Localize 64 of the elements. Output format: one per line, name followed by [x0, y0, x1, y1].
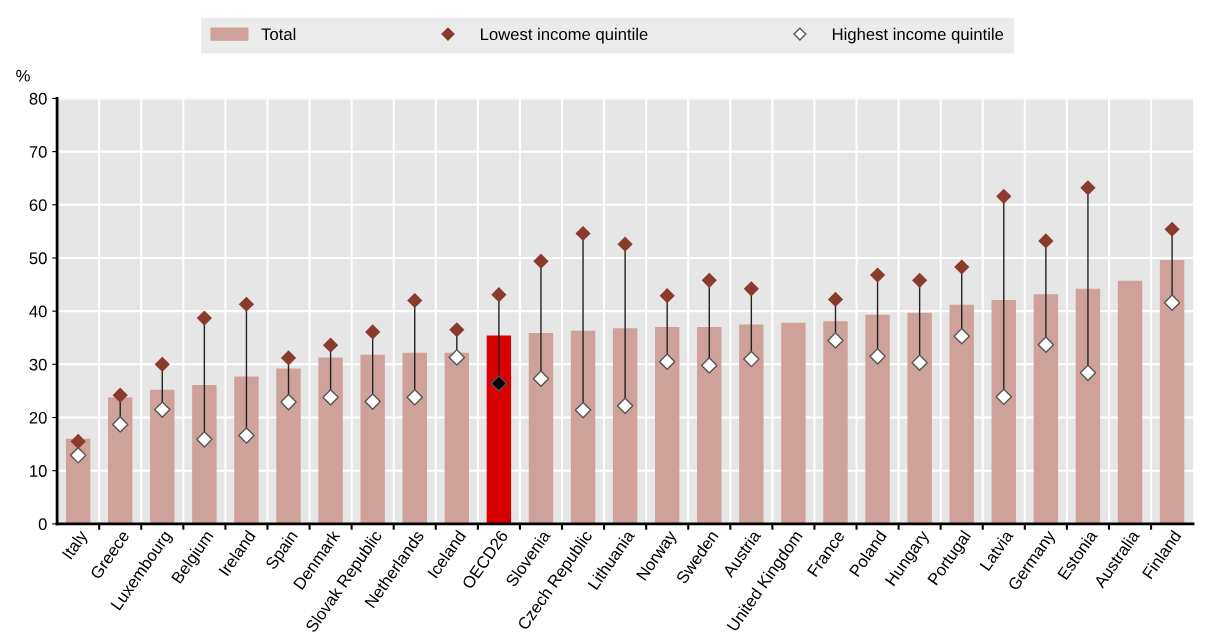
point [954, 259, 970, 275]
bar [318, 357, 343, 524]
y-tick-label: 10 [30, 465, 47, 477]
bar [865, 314, 890, 524]
bar [739, 324, 764, 524]
bar [823, 321, 848, 524]
bar [654, 327, 680, 524]
bar [697, 327, 722, 524]
bar [150, 389, 175, 524]
bar [486, 335, 512, 524]
point [1038, 233, 1054, 249]
bar [276, 368, 301, 524]
bar [907, 312, 932, 524]
point [701, 272, 717, 288]
point [659, 288, 675, 304]
point [617, 236, 633, 252]
point [112, 387, 128, 403]
bar [949, 304, 974, 524]
y-tick-label: 50 [29, 252, 47, 265]
point [1164, 221, 1180, 237]
point [238, 296, 255, 312]
bar [781, 322, 806, 524]
point [869, 267, 886, 283]
point [743, 281, 759, 297]
y-tick-label: 70 [29, 146, 47, 158]
legend-label: Total [261, 27, 296, 41]
legend-label: Lowest income quintile [481, 27, 648, 44]
bar [108, 397, 133, 524]
bar [528, 332, 554, 524]
bar [402, 352, 427, 524]
point [322, 337, 339, 353]
y-tick-label: 80 [29, 92, 47, 105]
point [533, 253, 549, 269]
point [912, 272, 928, 288]
y-tick-label: 60 [29, 199, 47, 211]
bar [1159, 260, 1185, 524]
bar [1117, 280, 1143, 524]
point [196, 310, 212, 326]
bar [1075, 288, 1101, 524]
bar [234, 376, 259, 524]
point [280, 350, 297, 366]
bar [570, 330, 596, 524]
point [491, 287, 507, 303]
point [70, 433, 86, 450]
bar [360, 354, 385, 524]
bar [444, 352, 470, 524]
point [407, 292, 423, 309]
point [154, 356, 170, 372]
bar [1033, 294, 1059, 524]
point [1080, 180, 1096, 196]
y-tick-label: 20 [29, 411, 47, 424]
bar [192, 385, 217, 524]
y-tick-label: 30 [29, 358, 47, 371]
point [996, 188, 1012, 204]
point [449, 322, 465, 338]
bar [991, 299, 1016, 524]
point [827, 291, 844, 308]
point [365, 324, 381, 340]
bar [612, 328, 638, 524]
y-axis-title: % [16, 69, 30, 82]
point [575, 225, 591, 242]
y-tick-label: 40 [29, 305, 47, 318]
legend-label: Highest income quintile [832, 27, 1004, 44]
y-tick-label: 0 [38, 518, 47, 531]
